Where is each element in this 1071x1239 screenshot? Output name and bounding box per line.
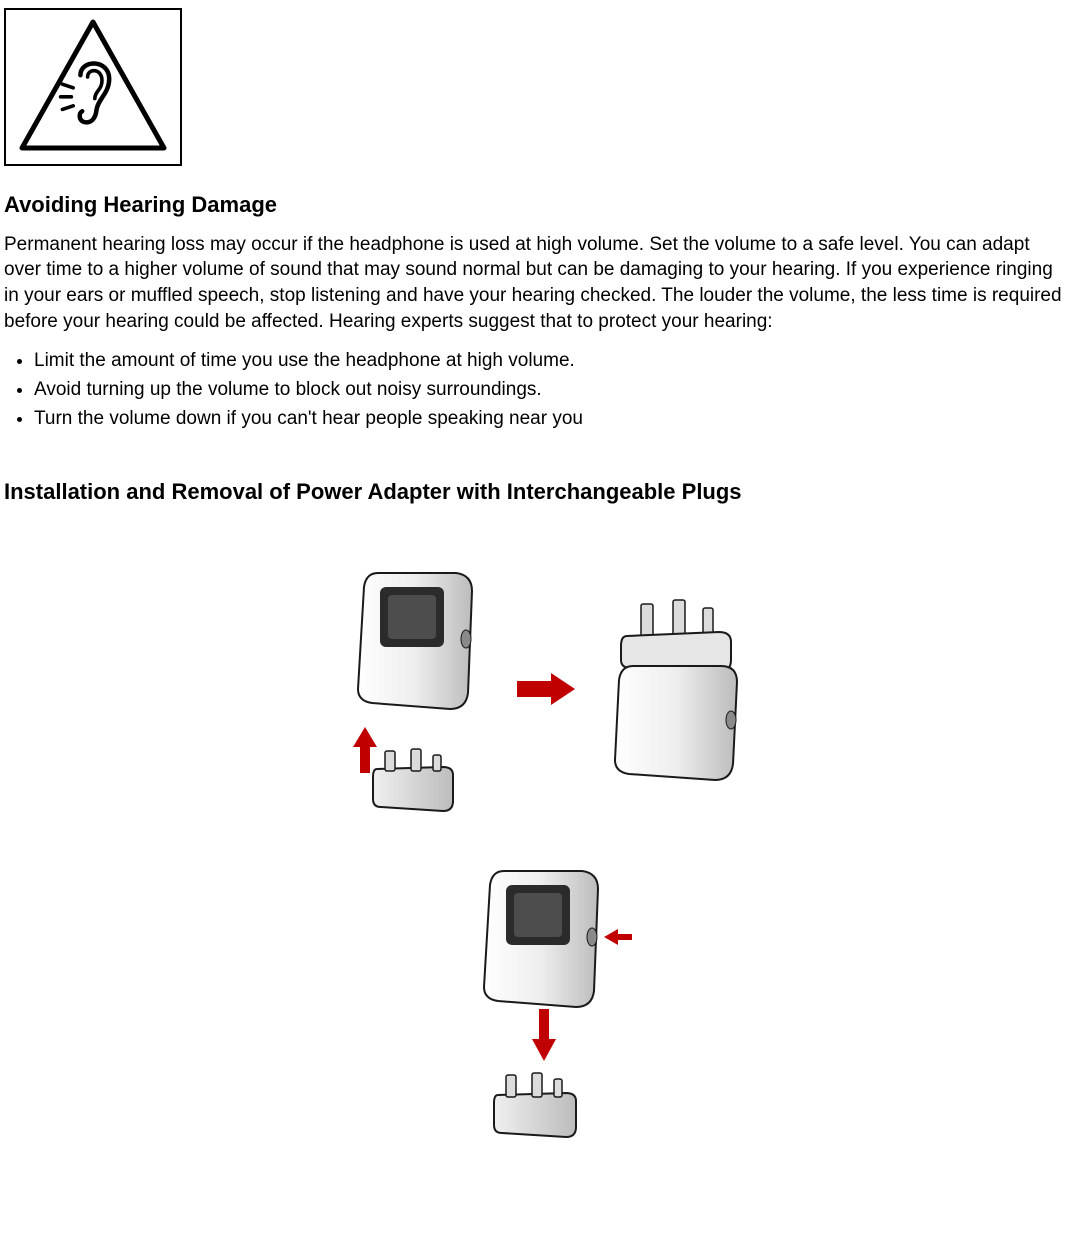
arrow-right-icon bbox=[517, 669, 575, 709]
hearing-warning-icon-wrap bbox=[4, 0, 1067, 190]
adapter-heading: Installation and Removal of Power Adapte… bbox=[4, 477, 1067, 507]
adapter-removal-icon bbox=[436, 859, 636, 1159]
hearing-bullet-list: Limit the amount of time you use the hea… bbox=[4, 348, 1067, 431]
adapter-assembled-icon bbox=[589, 594, 759, 784]
hearing-paragraph: Permanent hearing loss may occur if the … bbox=[4, 232, 1067, 335]
list-item: Turn the volume down if you can't hear p… bbox=[34, 406, 1067, 432]
hearing-warning-icon bbox=[4, 8, 182, 166]
adapter-install-row bbox=[4, 559, 1067, 819]
list-item: Avoid turning up the volume to block out… bbox=[34, 377, 1067, 403]
document-page: Avoiding Hearing Damage Permanent hearin… bbox=[0, 0, 1071, 1239]
adapter-remove-row bbox=[4, 859, 1067, 1159]
list-item: Limit the amount of time you use the hea… bbox=[34, 348, 1067, 374]
hearing-heading: Avoiding Hearing Damage bbox=[4, 190, 1067, 220]
adapter-open-with-plug-icon bbox=[313, 559, 503, 819]
adapter-diagram-area bbox=[4, 519, 1067, 1159]
